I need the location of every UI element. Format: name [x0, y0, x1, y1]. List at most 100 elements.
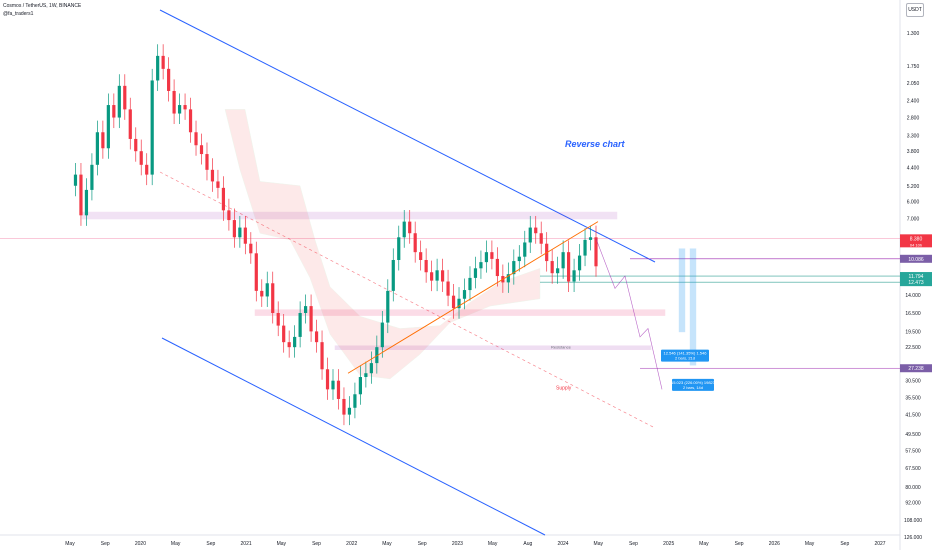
x-tick-label: 2020: [135, 541, 146, 547]
y-tick-label: 6.000: [907, 200, 920, 206]
candle-body: [216, 181, 220, 188]
demand-zone: [254, 309, 666, 316]
candle-body: [380, 322, 384, 348]
x-tick-label: Sep: [735, 541, 744, 547]
candle-body: [347, 407, 352, 415]
candle-body: [265, 283, 269, 297]
x-tick-label: Sep: [101, 541, 110, 547]
candle-body: [397, 237, 401, 260]
x-tick-label: 2021: [241, 541, 252, 547]
candle-body: [271, 283, 275, 313]
candle-body: [495, 258, 499, 277]
x-tick-label: Sep: [206, 541, 215, 547]
current-price-tag-subtext: 04 10h: [910, 242, 922, 247]
candle-body: [523, 242, 527, 257]
candle-body: [95, 132, 99, 165]
candle-body: [194, 132, 198, 146]
y-tick-label: 1.750: [907, 64, 920, 70]
candle-body: [254, 253, 258, 291]
channel-upper-line: [159, 9, 656, 263]
x-tick-label: May: [65, 541, 75, 547]
candle-body: [435, 270, 439, 281]
candle-body: [424, 259, 428, 273]
candle-body: [430, 272, 434, 281]
candle-body: [364, 373, 368, 378]
candle-body: [577, 255, 582, 271]
candle-body: [325, 369, 330, 390]
supply-label: Supply: [556, 385, 572, 391]
candle-body: [336, 380, 341, 399]
y-tick-label: 7.000: [907, 217, 920, 223]
price-tag-4: [900, 278, 932, 287]
candle-body: [172, 90, 176, 114]
candle-body: [249, 243, 253, 254]
candle-body: [583, 239, 587, 256]
candle-body: [309, 306, 313, 332]
y-tick-label: 3.800: [907, 149, 920, 155]
candle-body: [205, 154, 209, 170]
candle-body: [156, 55, 160, 81]
resistance-zone-mid: [334, 345, 652, 350]
y-tick-label: 35.500: [905, 395, 921, 401]
candle-body: [287, 342, 291, 348]
y-tick-label: 41.500: [905, 413, 921, 419]
y-tick-label: 2.800: [907, 116, 920, 122]
candle-body: [128, 109, 132, 139]
candle-body: [572, 270, 576, 282]
target-box-2-text: 15.023 (226.00%) 19823: [671, 380, 716, 385]
x-tick-label: Aug: [523, 541, 532, 547]
channel-lower-line: [161, 337, 546, 536]
y-tick-label: 5.200: [907, 184, 920, 190]
candle-body: [304, 306, 308, 313]
candle-body: [369, 363, 373, 374]
ichimoku-cloud: [224, 109, 541, 380]
target-bar-1: [678, 248, 686, 333]
candle-body: [177, 105, 182, 114]
y-tick-label: 19.500: [905, 329, 921, 335]
target-bar-2: [689, 248, 697, 366]
candle-body: [84, 189, 89, 216]
candle-body: [188, 109, 193, 133]
candle-body: [457, 298, 461, 309]
x-tick-label: Sep: [629, 541, 638, 547]
y-tick-label: 2.400: [907, 99, 920, 105]
candle-body: [331, 380, 335, 390]
price-tag-4-text: 12.473: [908, 280, 924, 286]
resistance-zone-top: [81, 211, 618, 220]
currency-button[interactable]: USDT: [906, 3, 924, 17]
candle-body: [199, 145, 204, 155]
x-tick-label: May: [488, 541, 498, 547]
y-tick-label: 3.300: [907, 134, 920, 140]
candle-body: [238, 227, 242, 238]
price-tag-3: [900, 272, 932, 281]
x-tick-label: 2024: [557, 541, 568, 547]
candle-body: [134, 138, 138, 152]
candle-body: [402, 221, 406, 238]
x-tick-label: Sep: [840, 541, 849, 547]
candle-body: [588, 237, 593, 240]
y-tick-label: 16.500: [905, 311, 921, 317]
candle-body: [446, 281, 450, 296]
x-tick-label: 2025: [663, 541, 674, 547]
candle-body: [479, 262, 483, 269]
x-tick-label: May: [699, 541, 709, 547]
candle-body: [282, 325, 286, 343]
candle-body: [462, 290, 467, 299]
x-tick-label: May: [594, 541, 604, 547]
symbol-title: Cosmos / TetherUS, 1W, BINANCE: [3, 3, 82, 9]
current-price-tag-text: 8.380: [910, 236, 923, 242]
candle-body: [101, 132, 105, 149]
candle-body: [221, 187, 226, 211]
candle-body: [451, 295, 456, 309]
candle-body: [440, 270, 445, 282]
candle-body: [243, 227, 247, 244]
price-tag-2-text: 10.086: [908, 257, 924, 263]
target-box-1: [661, 349, 709, 362]
candle-body: [167, 68, 171, 91]
candle-body: [227, 210, 231, 221]
channel-mid-line: [159, 171, 656, 429]
y-tick-label: 14.000: [905, 293, 921, 299]
candle-body: [408, 221, 412, 234]
candle-body: [353, 394, 357, 408]
